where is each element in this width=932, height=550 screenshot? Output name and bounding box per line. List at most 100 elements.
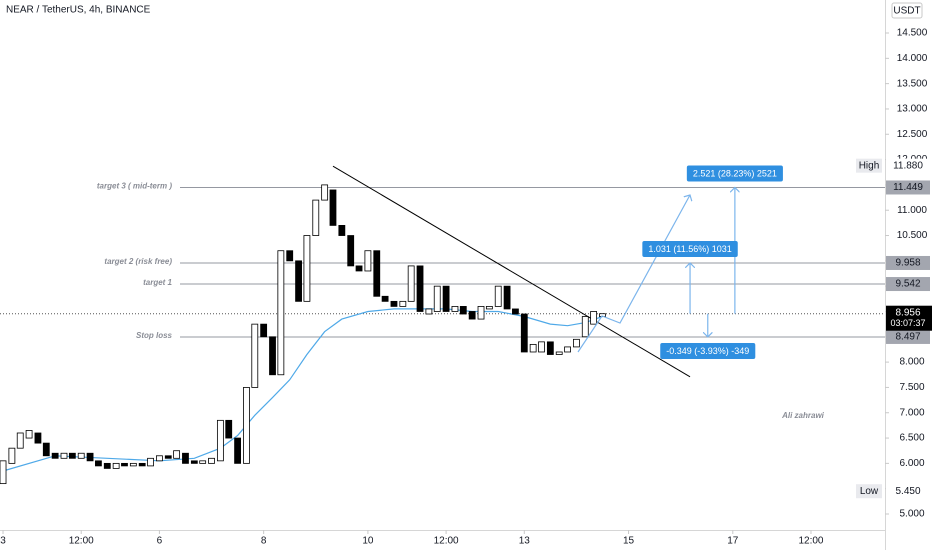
candle-body	[156, 455, 163, 462]
candle-body	[16, 432, 24, 449]
y-tick-label: 14.500	[897, 28, 928, 39]
candle-body	[425, 308, 433, 315]
candle-body	[147, 457, 154, 467]
y-tick-label: 7.500	[899, 382, 924, 393]
candle-body	[199, 460, 207, 464]
candle-body	[529, 343, 537, 353]
candle-body	[51, 452, 59, 459]
candle-body	[555, 351, 563, 355]
candle-body	[390, 300, 398, 307]
candle-body	[208, 457, 215, 464]
candle-body	[503, 285, 511, 310]
candle-body	[312, 199, 320, 236]
candle-body	[442, 285, 450, 312]
candle-body	[25, 430, 33, 439]
candle-body	[546, 341, 554, 355]
y-tick-label: 11.000	[897, 205, 927, 216]
y-tick-label: 5.000	[899, 509, 924, 520]
candle-body	[86, 452, 94, 462]
candle-body	[451, 306, 459, 312]
high-axis-box	[886, 158, 930, 173]
candle-body	[564, 346, 571, 353]
x-tick-label: 12:00	[434, 536, 459, 547]
measure-text: -0.349 (-3.93%) -349	[666, 346, 749, 356]
watermark: Ali zahrawi	[781, 411, 825, 420]
candle-body	[68, 452, 76, 459]
candle-body	[295, 260, 302, 302]
candle-body	[225, 419, 233, 439]
currency-box	[891, 2, 923, 19]
currency: USDT	[893, 6, 920, 17]
low-axis-box	[886, 484, 930, 499]
candle-body	[520, 313, 528, 353]
candle-body	[0, 460, 7, 485]
candle-body	[468, 311, 476, 320]
x-tick-label: 10	[362, 536, 374, 547]
low-name: Low	[860, 486, 879, 497]
y-tick-label: 8.000	[899, 357, 924, 368]
candle-body	[485, 306, 493, 310]
candle-body	[590, 311, 598, 325]
candle-body	[477, 306, 485, 320]
candle-body	[494, 285, 502, 307]
measure-box	[686, 165, 783, 182]
trendline	[332, 165, 691, 378]
y-tick-label: 6.500	[899, 433, 924, 444]
x-tick-label: 13	[519, 536, 531, 547]
candle-body	[251, 323, 259, 388]
measure-text: 1.031 (11.56%) 1031	[648, 244, 731, 254]
candle-body	[234, 437, 241, 464]
x-tick-label: 3	[0, 536, 6, 547]
candle-body	[260, 323, 268, 338]
level-axis-label: 8.497	[895, 332, 920, 343]
y-tick-label: 12.500	[897, 129, 928, 140]
candle-body	[34, 432, 42, 444]
candle-body	[112, 462, 120, 469]
y-tick-label: 13.500	[897, 78, 928, 89]
x-tick-label: 6	[157, 536, 163, 547]
y-tick-label: 7.000	[899, 407, 924, 418]
candle-body	[338, 225, 346, 236]
level-name: target 1	[143, 278, 172, 287]
high-axis-label: 11.880	[893, 160, 923, 171]
candle-body	[407, 265, 415, 302]
chart-title: NEAR / TetherUS, 4h, BINANCE	[6, 5, 151, 16]
plot-area	[0, 165, 885, 485]
y-tick-label: 14.000	[897, 53, 928, 64]
candle-body	[573, 338, 580, 348]
candle-body	[538, 341, 545, 353]
level-axis-box	[886, 277, 930, 292]
candle-body	[321, 184, 329, 201]
level-name: target 2 (risk free)	[104, 257, 172, 266]
price-axis-label: 8.956	[895, 307, 920, 318]
price-countdown: 03:07:37	[890, 318, 925, 328]
measure-label: 1.031 (11.56%) 1031	[642, 240, 738, 257]
candle-body	[459, 306, 467, 315]
x-tick-label: 8	[261, 536, 267, 547]
candle-body	[121, 462, 128, 467]
candle-body	[581, 316, 589, 338]
candle-body	[269, 336, 276, 376]
candle-body	[355, 265, 363, 272]
candle-body	[95, 460, 102, 467]
low-name-box	[856, 484, 882, 499]
x-tick-label: 12:00	[69, 536, 94, 547]
measure-box	[642, 240, 738, 257]
candle-body	[190, 460, 198, 464]
projection-path	[577, 195, 690, 353]
level-axis-label: 9.542	[895, 279, 920, 290]
candle-body	[129, 462, 137, 467]
candle-body	[373, 250, 381, 297]
candle-body	[103, 462, 111, 469]
candle-body	[364, 250, 372, 272]
measure-label: -0.349 (-3.93%) -349	[660, 342, 756, 359]
candle-body	[243, 387, 250, 464]
candle-body	[347, 235, 355, 267]
level-axis-label: 9.958	[895, 258, 920, 269]
candle-body	[433, 285, 441, 312]
candle-body	[8, 447, 16, 464]
x-tick-label: 17	[727, 536, 739, 547]
level-axis-box	[886, 329, 930, 344]
